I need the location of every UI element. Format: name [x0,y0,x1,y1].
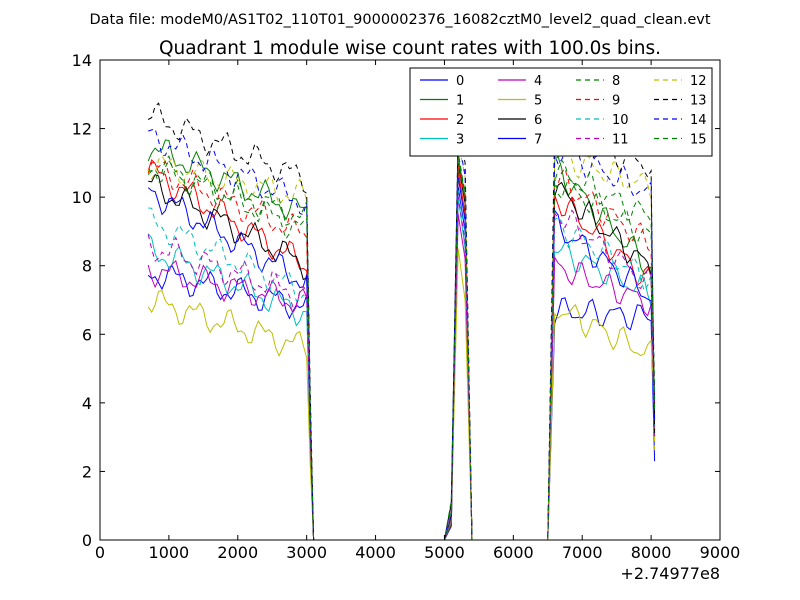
legend-label-1: 1 [456,94,464,109]
legend-label-0: 0 [456,74,464,89]
legend-label-12: 12 [690,74,707,89]
legend-label-7: 7 [534,133,542,148]
x-tick-label: 5000 [424,543,465,562]
y-tick-label: 14 [72,51,92,70]
y-tick-label: 2 [82,462,92,481]
legend-label-9: 9 [612,94,620,109]
x-tick-label: 8000 [631,543,672,562]
legend-label-13: 13 [690,94,707,109]
legend-label-10: 10 [612,113,629,128]
y-tick-label: 12 [72,120,92,139]
y-tick-label: 8 [82,257,92,276]
legend-label-8: 8 [612,74,620,89]
x-tick-label: 0 [95,543,105,562]
x-tick-label: 1000 [149,543,190,562]
legend-box [409,67,713,157]
legend-label-2: 2 [456,113,464,128]
legend-label-14: 14 [690,113,707,128]
legend-label-5: 5 [534,94,542,109]
y-tick-label: 6 [82,325,92,344]
x-offset-label: +2.74977e8 [620,564,720,583]
legend-label-3: 3 [456,133,464,148]
y-tick-label: 0 [82,531,92,550]
y-tick-label: 10 [72,188,92,207]
x-tick-label: 9000 [700,543,741,562]
series-line-9 [147,160,656,541]
y-tick-label: 4 [82,394,92,413]
legend-label-11: 11 [612,133,629,148]
x-tick-label: 4000 [355,543,396,562]
axes-frame [99,59,721,541]
series-line-15 [148,159,656,541]
x-tick-label: 7000 [562,543,603,562]
x-tick-label: 6000 [493,543,534,562]
legend-label-4: 4 [534,74,542,89]
data-file-label: Data file: modeM0/AS1T02_110T01_90000023… [89,12,710,28]
axis-ticks: 0 1000 2000 3000 4000 5000 6000 7000 8000 9000 0 2 4… [72,51,741,562]
legend-label-6: 6 [534,113,542,128]
x-tick-label: 3000 [286,543,327,562]
chart-title: Quadrant 1 module wise count rates with … [159,38,661,59]
legend-label-15: 15 [690,133,707,148]
x-tick-label: 2000 [217,543,258,562]
